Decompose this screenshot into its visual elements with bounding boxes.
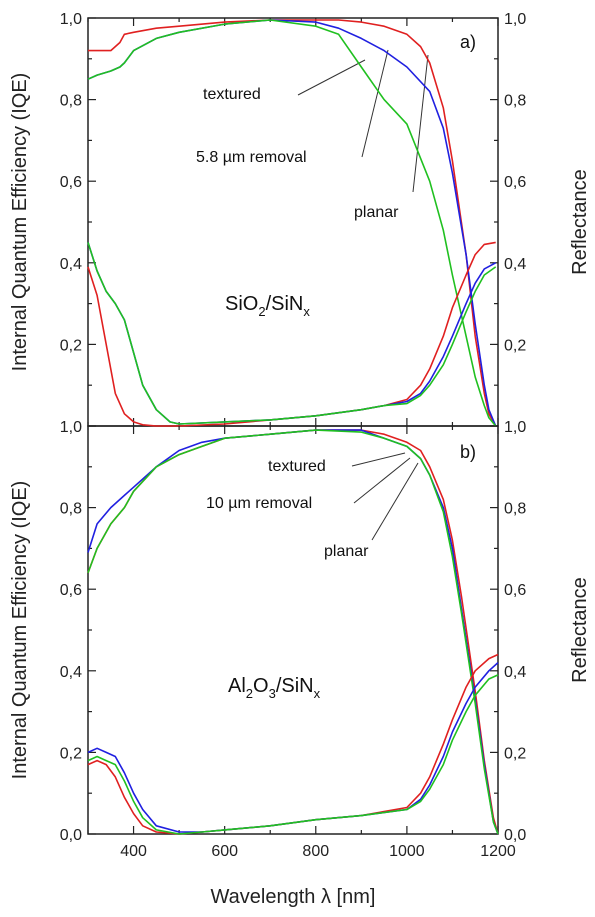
panel-a-series-iqe-planar [87, 19, 497, 427]
panel-b-ytick-label-left: 0,4 [60, 664, 82, 681]
panel-b-material-label: Al2O3/SiNx [228, 675, 321, 701]
panel-a-annotation-textured: textured [203, 86, 261, 103]
panel-a-tag: a) [460, 32, 476, 52]
panel-a-ytick-label-right: 0,2 [504, 337, 526, 354]
panel-a-annotation-planar: planar [354, 204, 399, 221]
panel-b-ytick-label-left: 0,2 [60, 745, 82, 762]
panel-b-ytick-label-right: 0,0 [504, 827, 526, 844]
panel-b-ytick-label-right: 0,8 [504, 501, 526, 518]
panel-b-series-r-planar [87, 674, 499, 835]
panel-b-annotation-planar: planar [324, 543, 369, 560]
panel-a-ytick-label-left: 0,6 [60, 174, 82, 191]
panel-b-series-iqe-planar [87, 429, 499, 835]
panel-a-frame [87, 17, 499, 427]
panel-b-xtick-label: 1200 [480, 843, 516, 860]
panel-a-ytick-label-left: 1,0 [60, 419, 82, 436]
panel-b-ylabel-right: Reflectance [569, 577, 591, 683]
panel-b-xtick-label: 600 [211, 843, 238, 860]
panel-b-ylabel-left: Internal Quantum Efficiency (IQE) [9, 481, 31, 780]
panel-a-annotation-removal: 5.8 µm removal [196, 149, 307, 166]
panel-a-leader-removal [361, 49, 389, 158]
panel-b-ytick-label-left: 0,0 [60, 827, 82, 844]
panel-b-leader-planar [371, 462, 419, 541]
panel-b-ytick-label-right: 0,2 [504, 745, 526, 762]
panel-b-xtick-label: 1000 [389, 843, 425, 860]
panel-b-xtick-label: 800 [302, 843, 329, 860]
panel-b-annotation-textured: textured [268, 458, 326, 475]
panel-a-ytick-label-right: 0,6 [504, 174, 526, 191]
panel-a-ytick-label-right: 0,8 [504, 93, 526, 110]
panel-b-ytick-label-right: 0,6 [504, 582, 526, 599]
panel-b-frame [87, 425, 499, 835]
panel-a-ytick-label-left: 0,4 [60, 256, 82, 273]
panel-b-series-iqe-10-m-removal [87, 429, 499, 835]
panel-b-annotation-removal: 10 µm removal [206, 495, 312, 512]
panel-b-leader-removal [353, 457, 411, 504]
panel-a-ytick-label-left: 0,2 [60, 337, 82, 354]
x-axis-title: Wavelength λ [nm] [211, 886, 376, 908]
panel-a-leader-textured [297, 59, 366, 96]
panel-a-ylabel-right: Reflectance [569, 169, 591, 275]
panel-b-leader-textured [351, 452, 406, 467]
panel-a-leader-planar [412, 54, 429, 193]
panel-a-series-iqe-textured [88, 19, 497, 427]
panel-a-ytick-label-right: 1,0 [504, 11, 526, 28]
panel-a-ytick-label-left: 0,8 [60, 93, 82, 110]
panel-a-series-r-planar [87, 242, 497, 425]
panel-b-ytick-label-right: 0,4 [504, 664, 526, 681]
panel-a-material-label: SiO2/SiNx [225, 293, 310, 319]
panel-b-ytick-label-left: 0,8 [60, 501, 82, 518]
panel-a-ytick-label-right: 0,4 [504, 256, 526, 273]
panel-a-ytick-label-left: 1,0 [60, 11, 82, 28]
panel-b-tag: b) [460, 442, 476, 462]
panel-a-ytick-label-right: 1,0 [504, 419, 526, 436]
panel-a-ylabel-left: Internal Quantum Efficiency (IQE) [9, 73, 31, 372]
panel-b-ytick-label-left: 0,6 [60, 582, 82, 599]
panel-b-xtick-label: 400 [120, 843, 147, 860]
